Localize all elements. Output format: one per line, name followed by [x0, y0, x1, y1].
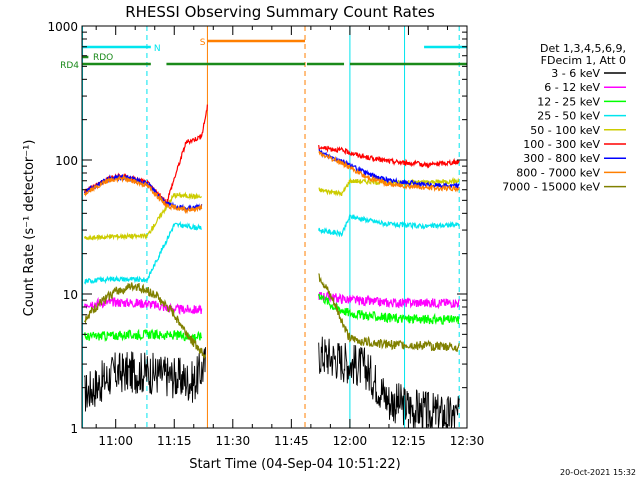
legend-label-3: 25 - 50 keV	[537, 110, 600, 123]
legend-label-4: 50 - 100 keV	[530, 124, 600, 137]
series-line-7-0	[83, 174, 203, 215]
legend-label-2: 12 - 25 keV	[537, 95, 600, 108]
plot-axes: 11:00 11:15 11:30 11:45 12:00 12:15 12:30 1 10 10…	[47, 20, 484, 448]
x-tick-label-6: 12:30	[450, 434, 485, 448]
series-line-5-1	[318, 145, 460, 169]
series-line-1-1	[318, 291, 460, 310]
series-line-0-0	[84, 347, 206, 412]
series-line-3-0	[83, 220, 202, 285]
x-tick-label-5: 12:15	[391, 434, 426, 448]
y-tick-label-1: 10	[63, 288, 78, 302]
series-line-1-0	[83, 296, 203, 315]
x-tick-label-4: 12:00	[333, 434, 368, 448]
series-line-8-0	[83, 282, 207, 360]
legend-label-7: 800 - 7000 keV	[516, 166, 600, 179]
legend-label-0: 3 - 6 keV	[551, 67, 600, 80]
legend-header-0: Det 1,3,4,5,6,9,	[540, 42, 626, 55]
flag-label-rdo: RDO	[93, 53, 113, 63]
x-axis-label: Start Time (04-Sep-04 10:51:22)	[189, 457, 400, 472]
x-tick-label-0: 11:00	[98, 434, 133, 448]
series-line-2-1	[318, 293, 460, 325]
series-line-8-1	[318, 273, 460, 352]
series-line-2-0	[83, 328, 203, 343]
legend-label-1: 6 - 12 keV	[544, 81, 600, 94]
y-axis-label: Count Rate (s⁻¹ detector⁻¹)	[22, 140, 37, 317]
chart-title: RHESSI Observing Summary Count Rates	[125, 3, 435, 21]
y-tick-label-2: 100	[55, 154, 78, 168]
flag-bars: N S RDO RD4	[60, 38, 467, 71]
x-tick-label-2: 11:30	[216, 434, 251, 448]
legend: Det 1,3,4,5,6,9,FDecim 1, Att 03 - 6 keV…	[502, 42, 626, 194]
footer-date: 20-Oct-2021 15:32	[560, 468, 636, 477]
legend-label-8: 7000 - 15000 keV	[502, 181, 600, 194]
y-tick-label-0: 1	[70, 422, 78, 436]
series-line-7-1	[318, 150, 460, 193]
legend-header-1: FDecim 1, Att 0	[541, 54, 626, 67]
x-tick-label-1: 11:15	[157, 434, 192, 448]
flag-label-rd4: RD4	[60, 61, 79, 71]
series-lines	[83, 104, 460, 429]
flag-label-n: N	[154, 44, 161, 54]
series-line-3-1	[318, 212, 460, 238]
series-line-6-1	[318, 149, 460, 190]
x-tick-label-3: 11:45	[274, 434, 309, 448]
plot-frame	[81, 25, 468, 429]
vertical-markers	[82, 26, 460, 428]
legend-label-5: 100 - 300 keV	[523, 138, 600, 151]
flag-label-s: S	[200, 38, 206, 48]
y-tick-label-3: 1000	[47, 20, 78, 34]
series-line-0-1	[318, 336, 460, 429]
series-line-4-0	[83, 191, 203, 241]
legend-label-6: 300 - 800 keV	[523, 152, 600, 165]
